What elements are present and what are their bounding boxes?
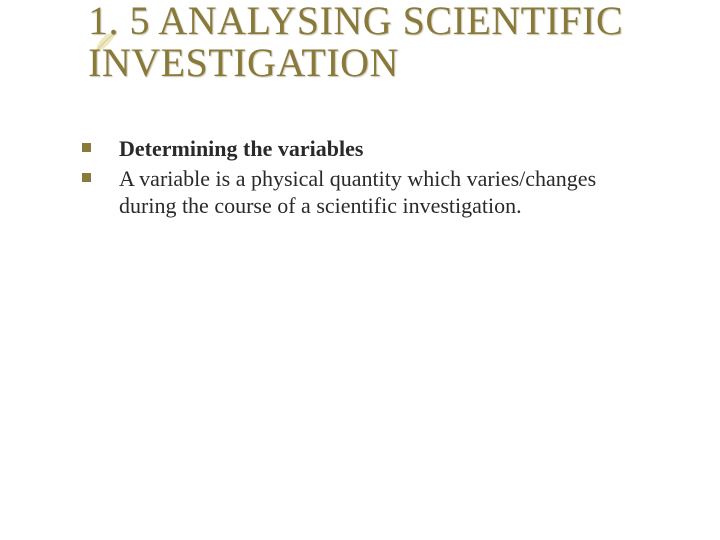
slide-title: 1. 5 ANALYSING SCIENTIFIC INVESTIGATION [88, 0, 648, 84]
list-item: A variable is a physical quantity which … [82, 165, 652, 220]
list-item: Determining the variables [82, 135, 652, 163]
bullet-text: Determining the variables [119, 135, 652, 163]
slide-body: Determining the variables A variable is … [82, 135, 652, 222]
slide: 1. 5 ANALYSING SCIENTIFIC INVESTIGATION … [0, 0, 720, 540]
bullet-icon [82, 143, 91, 152]
bullet-text: A variable is a physical quantity which … [119, 165, 652, 220]
bullet-icon [82, 173, 91, 182]
